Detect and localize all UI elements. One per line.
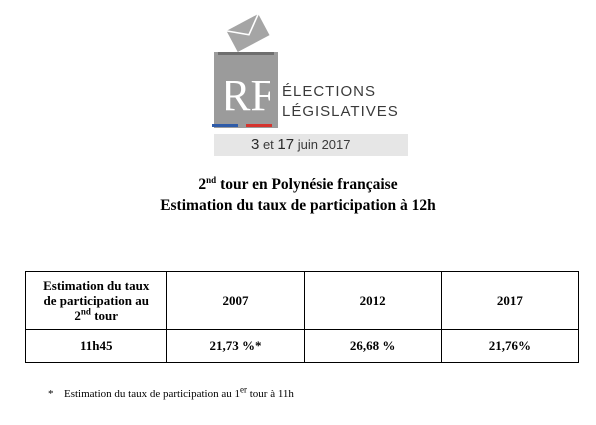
- header-label-sup: nd: [80, 306, 91, 317]
- header-label-line1: Estimation du taux: [43, 278, 150, 293]
- stripe-blue: [212, 124, 238, 127]
- header-label-line3-rest: tour: [90, 308, 119, 323]
- footnote-text-prefix: Estimation du taux de participation au 1: [64, 388, 240, 400]
- svg-text:RF: RF: [226, 71, 270, 120]
- footnote-marker: *: [48, 388, 54, 400]
- rf-monogram-icon: RF: [226, 71, 270, 120]
- logo-title-line2: LÉGISLATIVES: [282, 103, 399, 120]
- ballot-box-slot: [218, 52, 274, 55]
- date-connector: et: [259, 137, 278, 152]
- logo-title: ÉLECTIONS LÉGISLATIVES: [282, 82, 399, 122]
- date-day1: 3: [251, 136, 260, 153]
- election-dates: 3 et 17 juin 2017: [251, 136, 351, 153]
- footnote: * Estimation du taux de participation au …: [48, 385, 294, 400]
- header-cell-year: 2012: [303, 271, 442, 330]
- page-subtitle: Estimation du taux de participation à 12…: [160, 197, 436, 214]
- table-row: 11h45 21,73 %* 26,68 % 21,76%: [24, 329, 580, 363]
- title-prefix: 2: [198, 176, 207, 193]
- date-band: 3 et 17 juin 2017: [214, 134, 408, 156]
- participation-table: Estimation du taux de participation au 2…: [24, 271, 580, 363]
- header-cell-label: Estimation du taux de participation au 2…: [24, 271, 168, 330]
- footnote-text-rest: tour à 11h: [246, 388, 294, 400]
- header-cell-year: 2017: [440, 271, 580, 330]
- value-cell: 21,73 %*: [166, 329, 305, 363]
- date-day2: 17: [277, 136, 295, 153]
- header-label-line2: de participation au: [43, 293, 149, 308]
- date-rest: juin 2017: [294, 137, 351, 152]
- footnote-sup: er: [239, 384, 247, 395]
- elections-logo: RF ÉLECTIONS LÉGISLATIVES 3 et 17 juin 2…: [210, 6, 410, 156]
- header-cell-year: 2007: [166, 271, 305, 330]
- table-header-row: Estimation du taux de participation au 2…: [24, 271, 580, 330]
- page-title: 2nd tour en Polynésie française: [0, 174, 596, 194]
- logo-title-line1: ÉLECTIONS: [282, 83, 377, 100]
- value-cell: 26,68 %: [303, 329, 442, 363]
- title-sup: nd: [206, 174, 217, 185]
- row-label-cell: 11h45: [24, 329, 168, 363]
- value-cell: 21,76%: [440, 329, 580, 363]
- ballot-box: [214, 52, 278, 128]
- stripe-red: [246, 124, 272, 127]
- title-rest: tour en Polynésie française: [216, 176, 398, 193]
- header-label-line3-prefix: 2: [74, 308, 81, 323]
- envelope-icon: [226, 13, 270, 53]
